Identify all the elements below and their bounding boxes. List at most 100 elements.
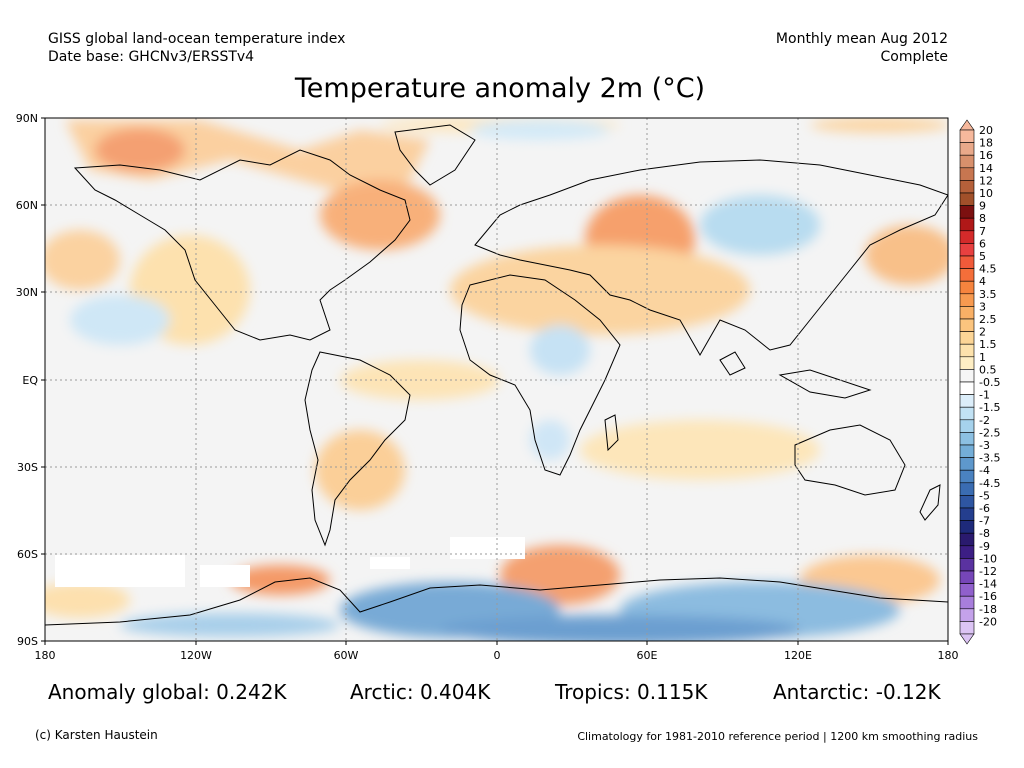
lon-label: 180 [35, 649, 56, 662]
legend-swatch [959, 280, 975, 295]
legend-arrow-bottom [959, 633, 975, 645]
legend-label: 8 [979, 212, 986, 225]
legend-swatch [959, 255, 975, 269]
legend-swatch [959, 570, 975, 584]
legend-swatch [959, 406, 975, 421]
legend-swatch [959, 495, 975, 509]
legend-label: -3.5 [979, 452, 1000, 465]
legend-swatch [959, 243, 975, 257]
legend-label: 18 [979, 137, 993, 150]
legend-swatch [959, 129, 975, 143]
legend-swatch [959, 394, 975, 408]
lat-label: 30N [16, 286, 38, 299]
legend-swatch [959, 205, 975, 219]
legend-label: -14 [979, 578, 997, 591]
legend-label: 4.5 [979, 263, 997, 276]
lon-label: 60E [637, 649, 658, 662]
legend-swatch [959, 520, 975, 534]
legend-swatch [959, 595, 975, 610]
legend-swatch [959, 331, 975, 345]
legend-swatch [959, 482, 975, 496]
legend-swatch [959, 268, 975, 282]
credit: (c) Karsten Haustein [35, 728, 158, 742]
legend-label: -10 [979, 552, 997, 565]
legend-swatch [959, 306, 975, 320]
legend-label: -0.5 [979, 376, 1000, 389]
legend-label: 6 [979, 237, 986, 250]
legend-swatch [959, 432, 975, 446]
legend-swatch [959, 621, 975, 635]
legend-label: 3 [979, 300, 986, 313]
graticule [45, 118, 948, 641]
legend-label: 14 [979, 162, 993, 175]
arctic-anomaly: Arctic: 0.404K [350, 680, 491, 704]
legend-swatch [959, 507, 975, 521]
reference-note: Climatology for 1981-2010 reference peri… [577, 730, 978, 743]
legend-label: -6 [979, 502, 990, 515]
legend-swatch [959, 167, 975, 181]
legend-label: -5 [979, 489, 990, 502]
legend-swatch [959, 532, 975, 547]
legend-label: 0.5 [979, 363, 997, 376]
legend-swatch [959, 419, 975, 433]
lat-label: 90S [17, 635, 38, 648]
legend-label: 12 [979, 174, 993, 187]
period-info: Monthly mean Aug 2012 Complete [776, 30, 948, 66]
data-base: Date base: GHCNv3/ERSSTv4 [48, 49, 255, 65]
legend-swatch [959, 318, 975, 332]
legend-swatch [959, 192, 975, 206]
legend-label: -2 [979, 414, 990, 427]
lon-label: 180 [938, 649, 959, 662]
lat-label: 90N [16, 112, 38, 125]
legend-swatch [959, 180, 975, 194]
legend-label: -1 [979, 389, 990, 402]
dataset-name: GISS global land-ocean temperature index [48, 31, 346, 47]
legend-label: -9 [979, 540, 990, 553]
legend-label: 9 [979, 200, 986, 213]
legend-label: -18 [979, 603, 997, 616]
coastlines [73, 124, 948, 547]
legend-swatch [959, 217, 975, 232]
legend-label: 5 [979, 250, 986, 263]
legend-label: -3 [979, 439, 990, 452]
legend-swatch [959, 381, 975, 395]
legend-label: -4 [979, 464, 990, 477]
legend-swatch [959, 230, 975, 244]
legend-label: -8 [979, 527, 990, 540]
antarctic-anomaly: Antarctic: -0.12K [773, 680, 941, 704]
anomaly-field [45, 118, 948, 641]
period-label: Monthly mean Aug 2012 [775, 31, 948, 47]
legend-swatch [959, 154, 975, 169]
dataset-info: GISS global land-ocean temperature index… [48, 30, 345, 66]
legend-swatch [959, 457, 975, 471]
legend-swatch [959, 444, 975, 458]
legend-label: -1.5 [979, 401, 1000, 414]
legend-label: 16 [979, 149, 993, 162]
legend-swatch [959, 293, 975, 307]
legend-label: 20 [979, 124, 993, 137]
legend-swatch [959, 356, 975, 370]
legend-swatch [959, 469, 975, 484]
lat-label: 60N [16, 199, 38, 212]
map-title: Temperature anomaly 2m (°C) [294, 73, 706, 104]
status-label: Complete [880, 49, 948, 65]
color-legend: 201816141210987654.543.532.521.510.5-0.5… [959, 119, 1000, 645]
lat-label: 30S [17, 461, 38, 474]
legend-label: -4.5 [979, 477, 1000, 490]
lat-label: EQ [22, 374, 38, 387]
legend-swatch [959, 369, 975, 383]
legend-swatch [959, 142, 975, 156]
lon-label: 0 [494, 649, 501, 662]
legend-swatch [959, 545, 975, 559]
legend-label: 2.5 [979, 313, 997, 326]
lon-label: 120W [180, 649, 212, 662]
global-anomaly: Anomaly global: 0.242K [48, 680, 287, 704]
legend-swatch [959, 343, 975, 358]
legend-label: 7 [979, 225, 986, 238]
legend-swatch [959, 608, 975, 622]
legend-swatch [959, 558, 975, 572]
legend-swatch [959, 583, 975, 597]
legend-arrow-top [959, 119, 975, 131]
legend-label: 3.5 [979, 288, 997, 301]
